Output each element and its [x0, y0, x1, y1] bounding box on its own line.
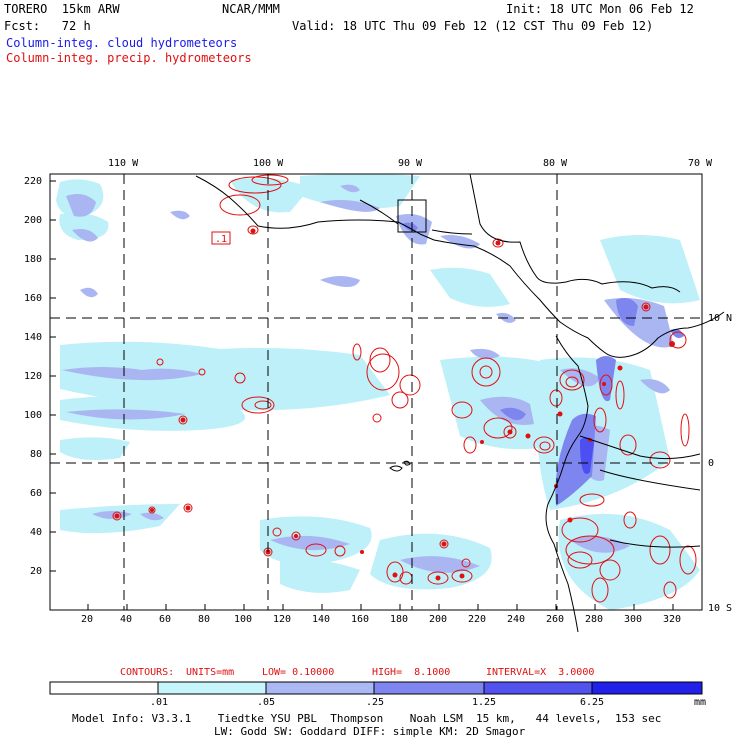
lat-label: 10 N — [708, 313, 733, 324]
colorbar-tick-label: .25 — [366, 697, 385, 708]
x-tick-label: 180 — [390, 614, 409, 625]
model-title: TORERO 15km ARW — [4, 2, 120, 16]
x-tick-label: 60 — [159, 614, 172, 625]
model-info-line1: Model Info: V3.3.1 Tiedtke YSU PBL Thomp… — [72, 712, 662, 725]
model-info-line2: LW: Godd SW: Goddard DIFF: simple KM: 2D… — [214, 725, 526, 738]
coastlines — [195, 173, 725, 633]
axis-ticks — [50, 180, 674, 610]
x-tick-label: 120 — [273, 614, 292, 625]
lon-label: 90 W — [398, 158, 423, 169]
map-frame — [49, 173, 703, 611]
x-tick-label: 140 — [312, 614, 331, 625]
lon-label: 70 W — [688, 158, 713, 169]
contour-label: .1 — [215, 234, 227, 245]
contour-low: LOW= 0.10000 — [262, 667, 335, 678]
x-tick-label: 20 — [81, 614, 94, 625]
x-tick-label: 320 — [663, 614, 682, 625]
y-tick-label: 100 — [24, 410, 43, 421]
latlon-grid — [50, 174, 702, 610]
y-tick-label: 180 — [24, 254, 43, 265]
y-tick-label: 20 — [30, 566, 43, 577]
colorbar-tick-label: .05 — [257, 697, 276, 708]
center-name: NCAR/MMM — [222, 2, 280, 16]
y-tick-label: 200 — [24, 215, 43, 226]
x-tick-label: 40 — [120, 614, 133, 625]
contour-info-label: CONTOURS: — [120, 667, 175, 678]
y-tick-label: 140 — [24, 332, 43, 343]
valid-time: Valid: 18 UTC Thu 09 Feb 12 (12 CST Thu … — [292, 19, 654, 33]
x-tick-label: 160 — [351, 614, 370, 625]
contour-units: UNITS=mm — [186, 667, 235, 678]
lon-label: 80 W — [543, 158, 568, 169]
contour-high: HIGH= 8.1000 — [372, 667, 451, 678]
colorbar-tick-label: 1.25 — [472, 697, 497, 708]
init-time: Init: 18 UTC Mon 06 Feb 12 — [506, 2, 694, 16]
x-tick-label: 280 — [585, 614, 604, 625]
x-tick-label: 300 — [624, 614, 643, 625]
legend-cloud: Column-integ. cloud hydrometeors — [6, 36, 238, 50]
colorbar-bin — [591, 681, 703, 695]
precip-contours — [112, 174, 697, 603]
y-tick-label: 40 — [30, 527, 43, 538]
colorbar-bin — [49, 681, 159, 695]
colorbar-tick-label: .01 — [150, 697, 169, 708]
y-tick-label: 160 — [24, 293, 43, 304]
colorbar-tick-label: 6.25 — [580, 697, 605, 708]
colorbar-bin — [483, 681, 593, 695]
legend-precip: Column-integ. precip. hydrometeors — [6, 51, 252, 65]
x-tick-label: 100 — [234, 614, 253, 625]
y-tick-label: 80 — [30, 449, 43, 460]
forecast-hour: Fcst: 72 h — [4, 19, 91, 33]
colorbar — [49, 681, 703, 695]
y-tick-label: 220 — [24, 176, 43, 187]
x-tick-label: 220 — [468, 614, 487, 625]
lat-label: 10 S — [708, 603, 733, 614]
x-tick-label: 240 — [507, 614, 526, 625]
colorbar-unit: mm — [694, 697, 707, 708]
colorbar-bin — [157, 681, 267, 695]
lon-label: 100 W — [253, 158, 284, 169]
y-tick-label: 60 — [30, 488, 43, 499]
x-tick-label: 260 — [546, 614, 565, 625]
y-tick-label: 120 — [24, 371, 43, 382]
colorbar-bin — [373, 681, 485, 695]
lat-label: 0 — [708, 458, 715, 469]
contour-interval: INTERVAL=X 3.0000 — [486, 667, 595, 678]
x-tick-label: 80 — [198, 614, 211, 625]
x-tick-label: 200 — [429, 614, 448, 625]
lon-label: 110 W — [108, 158, 139, 169]
contour-label-box — [211, 231, 231, 245]
cloud-shading-heavy — [402, 222, 684, 506]
colorbar-bin — [265, 681, 375, 695]
